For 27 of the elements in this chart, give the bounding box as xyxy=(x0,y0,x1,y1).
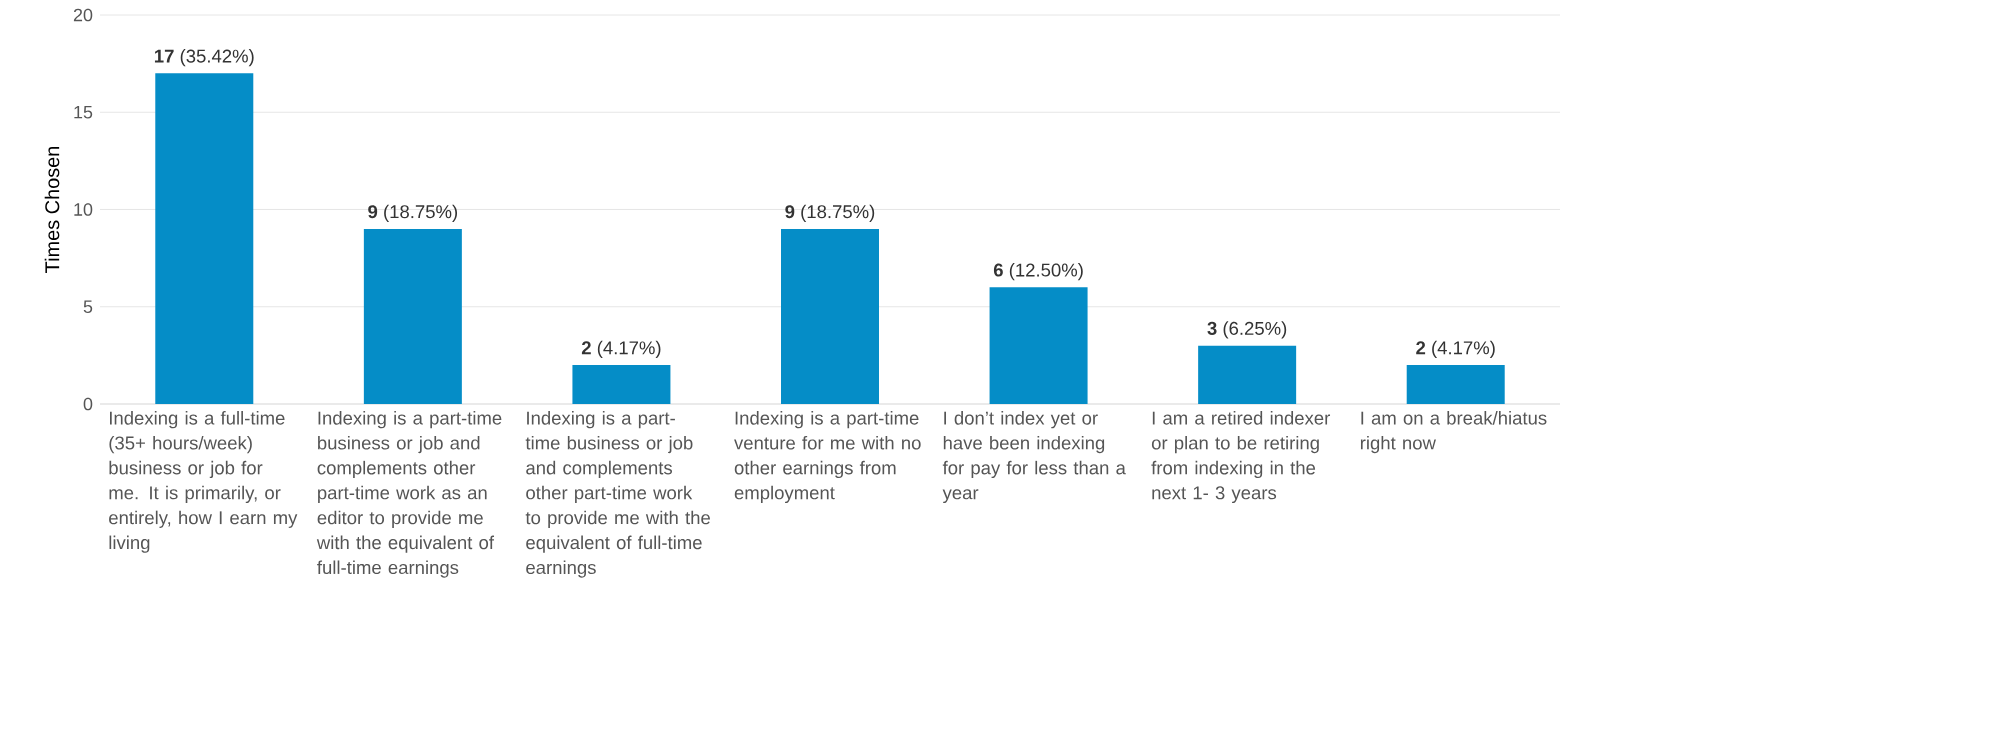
bar xyxy=(1406,365,1505,404)
data-label: 6 (12.50%) xyxy=(993,262,1083,281)
data-label: 9 (18.75%) xyxy=(368,204,458,222)
bar xyxy=(155,73,254,404)
data-label: 3 (6.25%) xyxy=(1207,321,1287,339)
y-tick-label: 15 xyxy=(74,105,93,119)
data-label: 9 (18.75%) xyxy=(785,204,875,222)
x-tick-label: I am on a break/hiatus right now xyxy=(1360,411,1547,454)
data-label: 2 (4.17%) xyxy=(1416,340,1495,359)
y-tick-label: 10 xyxy=(74,203,93,216)
bar xyxy=(363,228,462,404)
y-tick-label: 20 xyxy=(73,8,93,22)
y-tick-label: 5 xyxy=(83,300,93,314)
x-tick-label: Indexing is a part-time venture for me with no other earnings from employment xyxy=(734,411,921,504)
bar xyxy=(781,228,879,404)
x-tick-label: I am a retired indexer or plan to be retiring from indexing in the next 1- 3 years xyxy=(1151,411,1331,504)
data-label: 2 (4.17%) xyxy=(581,340,661,359)
x-tick-label: Indexing is a part-time business or job and complements other part-time work to provide me with the equivalent of full-time earnings xyxy=(525,411,710,578)
x-tick-label: Indexing is a part-time business or job and complements other part-time work as an editor to provide me with the equivalent of full-time earnings xyxy=(316,411,502,578)
data-label: 17 (35.42%) xyxy=(154,49,254,67)
x-tick-label: I don’t index yet or have been indexing for pay for less than a year xyxy=(942,411,1126,504)
bar xyxy=(572,365,671,404)
x-tick-label: Indexing is a full-time (35+ hours/week) business or job for me. It is primarily, or entirely, how I earn my living xyxy=(109,411,298,553)
bar xyxy=(989,287,1088,404)
y-tick-label: 0 xyxy=(83,397,93,411)
y-axis-title: Times Chosen xyxy=(44,146,60,273)
bar xyxy=(1198,345,1297,404)
